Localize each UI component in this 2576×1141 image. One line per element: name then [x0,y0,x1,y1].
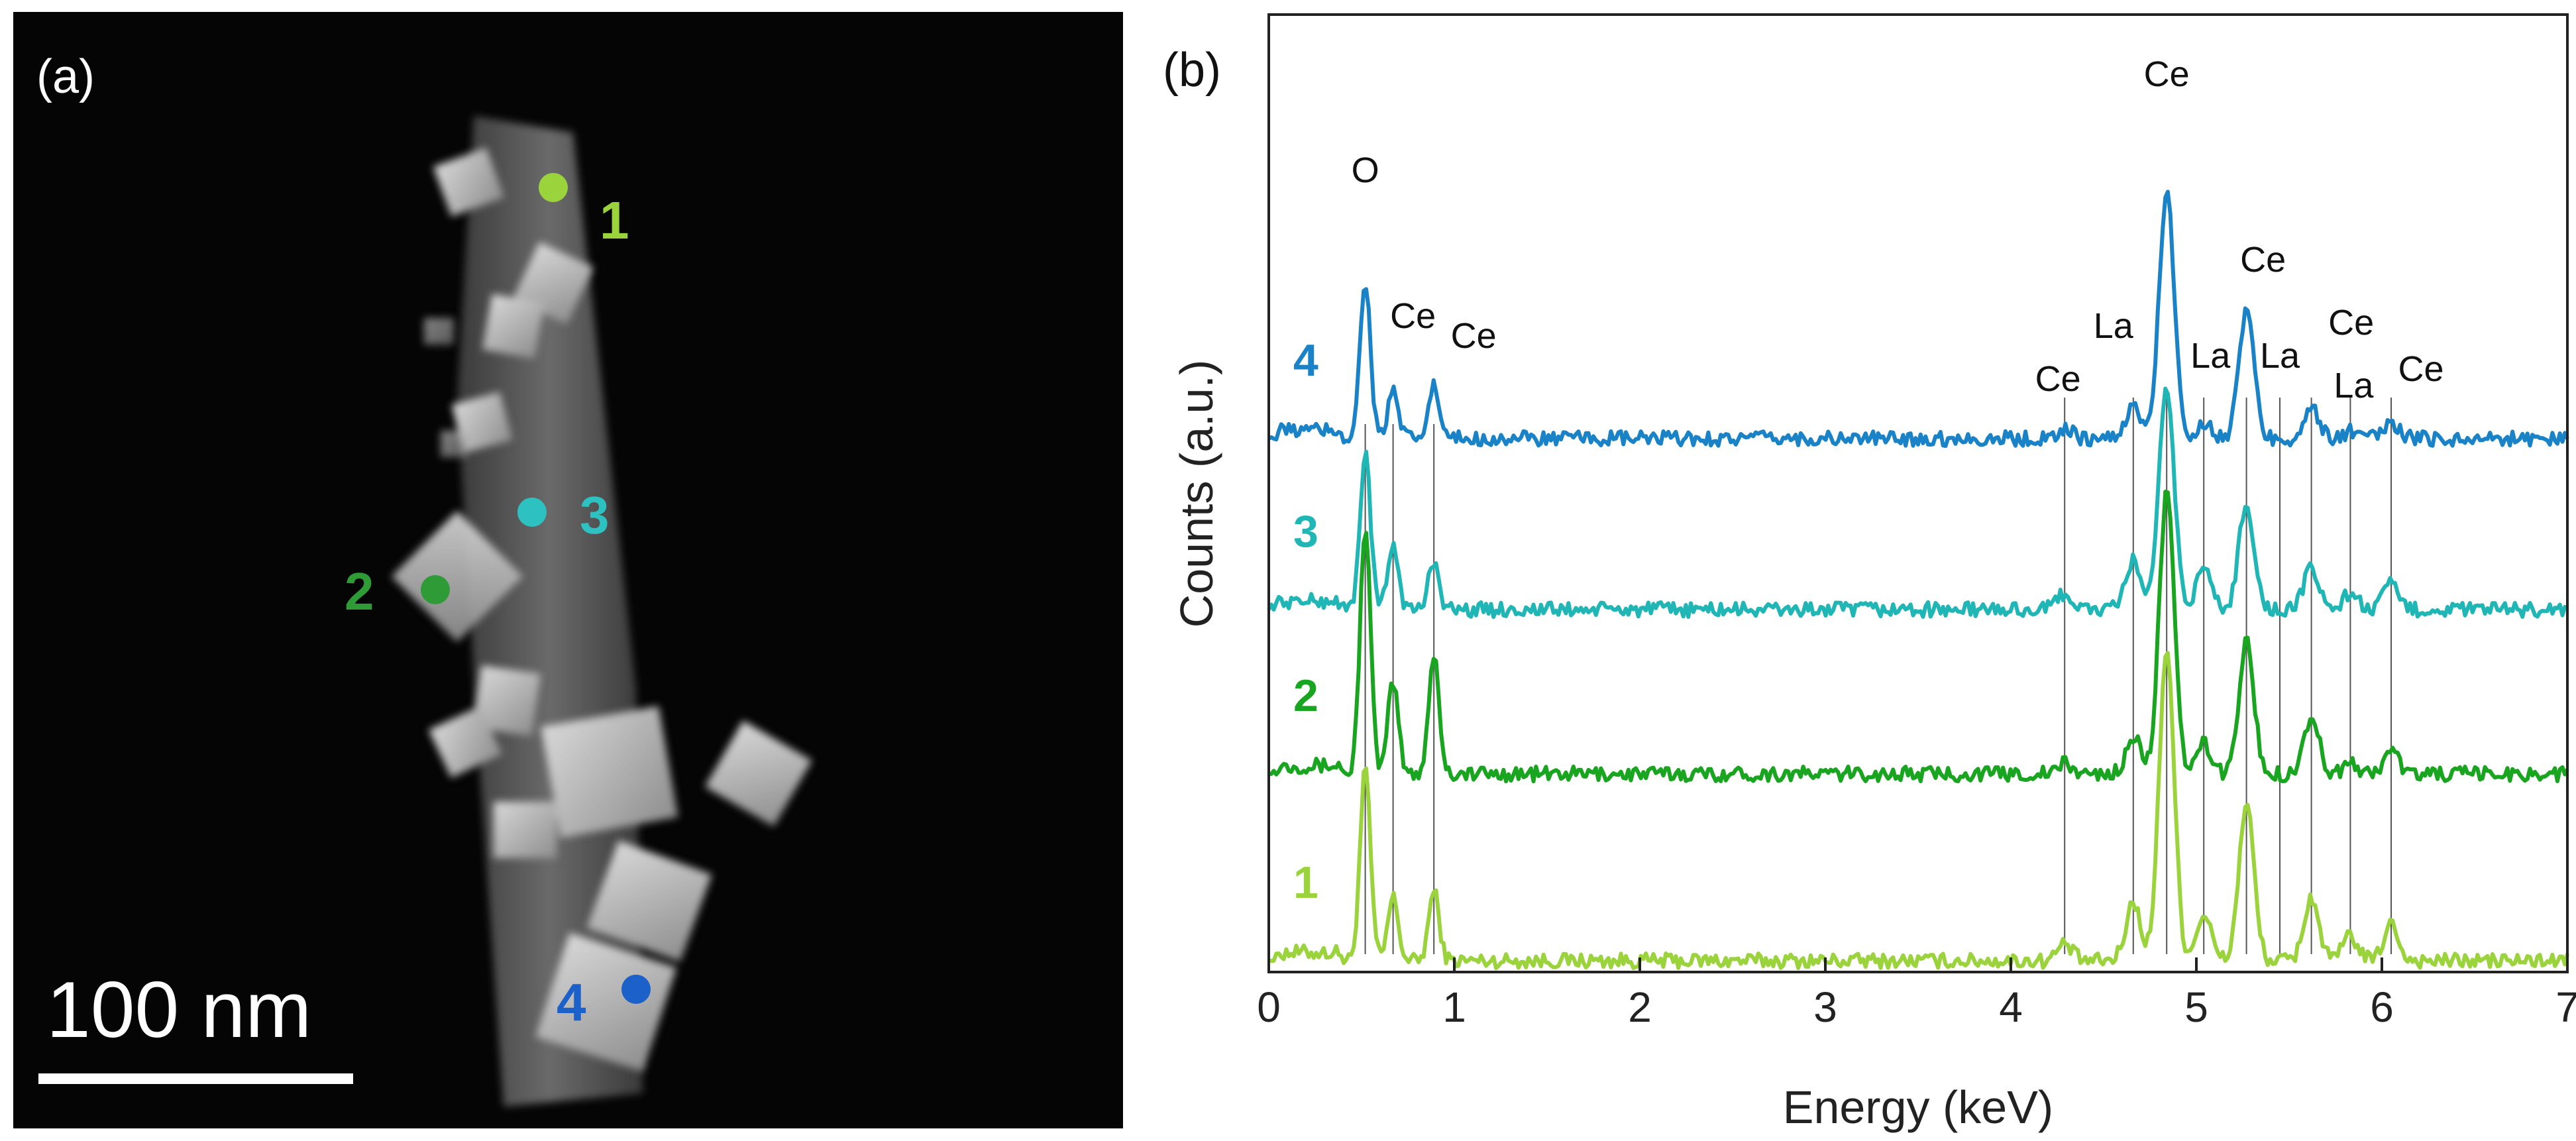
peak-annotation: Ce [1390,296,1436,336]
peak-annotation: La [2260,336,2300,376]
y-axis-label: Counts (a.u.) [1171,360,1222,628]
x-tick-label: 4 [1999,983,2023,1031]
peak-annotation: Ce [2328,303,2374,343]
scale-bar-text: 100 nm [46,965,311,1054]
peak-annotation: O [1352,150,1379,190]
plot-frame [1267,13,2569,973]
point-4-label: 4 [557,973,586,1032]
x-tick-label: 0 [1257,983,1281,1031]
panel-b-label: (b) [1163,44,1221,97]
x-tick-label: 7 [2555,983,2576,1031]
series-label-1: 1 [1293,857,1318,908]
x-tick-label: 1 [1442,983,1466,1031]
peak-annotation: La [2334,366,2374,406]
point-1-label: 1 [600,191,629,250]
measurement-point-4: 4 [557,973,651,1032]
peak-annotation: La [2094,306,2134,346]
spectrum-line-1 [1269,651,2569,971]
peak-annotation: Ce [2240,240,2286,280]
peak-annotation: Ce [1451,316,1497,356]
peak-annotation: Ce [2144,54,2190,94]
spectra-series [1267,190,2569,971]
spectrum-line-4 [1267,190,2569,449]
x-axis-ticks: 0 1 2 3 4 5 6 7 [1257,957,2576,1031]
measurement-point-1: 1 [539,173,629,250]
peak-annotation: Ce [2035,359,2081,399]
series-label-3: 3 [1293,506,1318,557]
point-2-label: 2 [345,562,374,621]
series-labels: 1 2 3 4 [1293,335,1318,908]
series-label-4: 4 [1293,335,1318,386]
scale-bar [38,1073,353,1084]
panel-a-label: (a) [36,50,95,103]
spectrum-line-3 [1267,386,2568,620]
x-tick-label: 6 [2370,983,2394,1031]
nanorod [457,116,643,1107]
peak-annotation: Ce [2398,349,2443,389]
peak-annotation: La [2190,336,2231,376]
x-axis-label: Energy (keV) [1783,1081,2053,1133]
x-tick-label: 2 [1628,983,1652,1031]
x-tick-label: 5 [2184,983,2208,1031]
x-tick-label: 3 [1813,983,1837,1031]
series-label-2: 2 [1293,671,1318,721]
measurement-point-3: 3 [517,486,610,545]
peak-annotations: O Ce Ce Ce La Ce La Ce La Ce La Ce [1352,54,2444,406]
spectrum-line-2 [1269,490,2569,784]
measurement-point-2: 2 [345,562,450,621]
point-3-label: 3 [580,486,610,545]
